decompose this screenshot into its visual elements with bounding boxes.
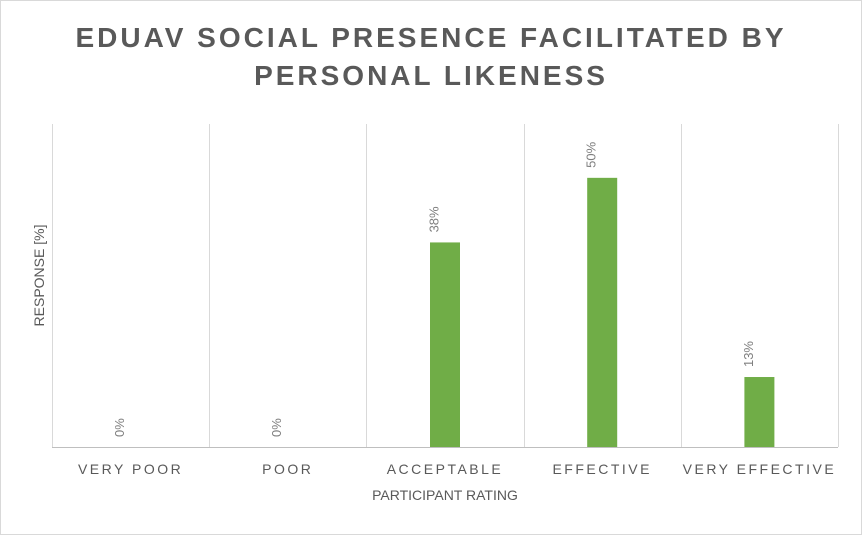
- x-tick-label-very-poor: VERY POOR: [78, 461, 183, 477]
- chart-title: EDUAV SOCIAL PRESENCE FACILITATED BY PER…: [75, 22, 787, 91]
- bar-effective: [587, 177, 618, 448]
- x-axis-title: PARTICIPANT RATING: [372, 487, 518, 503]
- x-tick-labels: VERY POOR POOR ACCEPTABLE EFFECTIVE VERY EFF…: [78, 461, 837, 477]
- data-label-acceptable: 38%: [426, 206, 441, 232]
- bar-acceptable: [430, 242, 460, 447]
- gridlines: [52, 124, 839, 447]
- x-tick-label-effective: EFFECTIVE: [552, 461, 652, 477]
- x-tick-label-acceptable: ACCEPTABLE: [387, 461, 504, 477]
- bar-very-effective: [744, 377, 775, 447]
- bars: [430, 177, 775, 448]
- data-label-poor: 0%: [269, 418, 284, 437]
- data-label-very-poor: 0%: [112, 418, 127, 437]
- data-label-effective: 50%: [584, 141, 599, 167]
- data-label-very-effective: 13%: [741, 341, 756, 367]
- data-labels: 0% 0% 38% 50% 13%: [112, 141, 756, 437]
- x-tick-label-poor: POOR: [262, 461, 313, 477]
- y-axis-title: RESPONSE [%]: [31, 225, 47, 327]
- x-tick-label-very-effective: VERY EFFECTIVE: [683, 461, 837, 477]
